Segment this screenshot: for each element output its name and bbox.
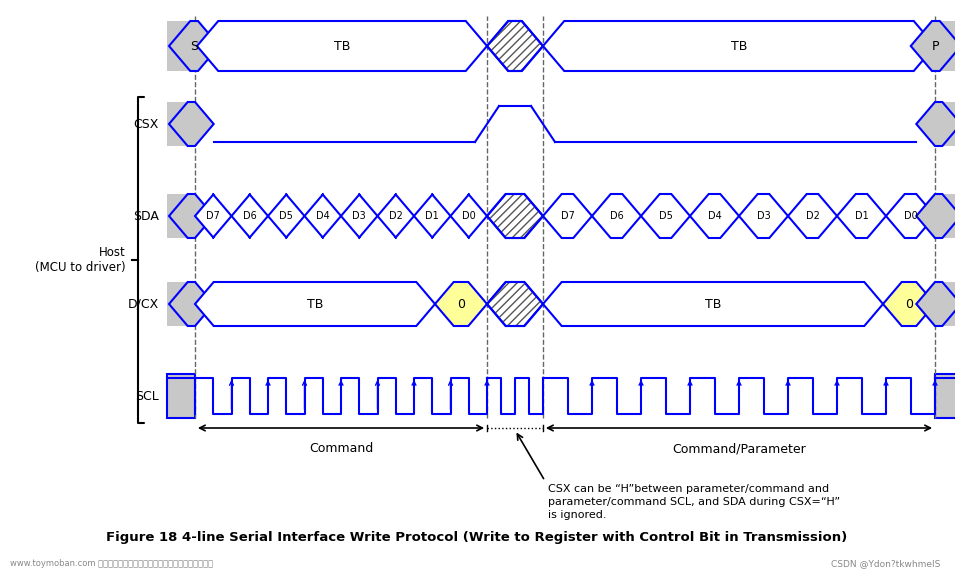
Bar <box>167 374 195 418</box>
Text: SCL: SCL <box>136 389 159 403</box>
Polygon shape <box>592 194 641 238</box>
Polygon shape <box>305 194 341 238</box>
Text: D4: D4 <box>316 211 329 221</box>
Polygon shape <box>916 102 955 146</box>
Text: D2: D2 <box>389 211 403 221</box>
Polygon shape <box>341 194 377 238</box>
Text: SDA: SDA <box>133 210 159 222</box>
Polygon shape <box>169 194 214 238</box>
Text: TB: TB <box>731 40 747 52</box>
Text: Host
(MCU to driver): Host (MCU to driver) <box>35 246 126 274</box>
Polygon shape <box>195 194 231 238</box>
Polygon shape <box>169 21 220 71</box>
Text: D7: D7 <box>561 211 575 221</box>
Polygon shape <box>543 21 935 71</box>
Polygon shape <box>916 282 955 326</box>
Bar <box>167 21 195 71</box>
Polygon shape <box>377 194 414 238</box>
Text: CSX can be “H”between parameter/command and: CSX can be “H”between parameter/command … <box>548 484 829 494</box>
Text: D6: D6 <box>609 211 624 221</box>
Polygon shape <box>195 282 435 326</box>
Polygon shape <box>169 282 214 326</box>
Polygon shape <box>886 194 935 238</box>
Text: CSDN @Ydon?tkwhmelS: CSDN @Ydon?tkwhmelS <box>831 559 940 569</box>
Text: D5: D5 <box>279 211 293 221</box>
Text: D1: D1 <box>855 211 868 221</box>
Text: Figure 18 4-line Serial Interface Write Protocol (Write to Register with Control: Figure 18 4-line Serial Interface Write … <box>106 532 848 544</box>
Polygon shape <box>690 194 739 238</box>
Text: Command/Parameter: Command/Parameter <box>672 442 806 455</box>
Text: TB: TB <box>705 297 721 310</box>
Text: D/CX: D/CX <box>128 297 159 310</box>
Bar <box>167 282 195 326</box>
Polygon shape <box>268 194 305 238</box>
Text: D2: D2 <box>806 211 819 221</box>
Polygon shape <box>197 21 487 71</box>
Polygon shape <box>487 21 543 71</box>
Bar <box>935 374 955 418</box>
Text: D1: D1 <box>425 211 439 221</box>
Polygon shape <box>543 194 592 238</box>
Bar <box>935 194 955 238</box>
Polygon shape <box>739 194 788 238</box>
Text: P: P <box>932 40 940 52</box>
Text: TB: TB <box>307 297 323 310</box>
Polygon shape <box>883 282 935 326</box>
Text: TB: TB <box>334 40 350 52</box>
Text: 0: 0 <box>905 297 913 310</box>
Text: D0: D0 <box>462 211 476 221</box>
Bar <box>167 194 195 238</box>
Text: D0: D0 <box>903 211 918 221</box>
Text: Command: Command <box>308 442 373 455</box>
Text: D6: D6 <box>243 211 257 221</box>
Bar <box>167 102 195 146</box>
Bar <box>167 374 195 418</box>
Bar <box>935 21 955 71</box>
Polygon shape <box>169 102 214 146</box>
Bar <box>935 374 955 418</box>
Bar <box>935 102 955 146</box>
Polygon shape <box>451 194 487 238</box>
Text: S: S <box>190 40 198 52</box>
Polygon shape <box>911 21 955 71</box>
Polygon shape <box>837 194 886 238</box>
Polygon shape <box>916 194 955 238</box>
Text: D3: D3 <box>352 211 366 221</box>
Polygon shape <box>788 194 837 238</box>
Text: parameter/command SCL, and SDA during CSX=“H”: parameter/command SCL, and SDA during CS… <box>548 497 840 507</box>
Text: D3: D3 <box>756 211 771 221</box>
Polygon shape <box>641 194 690 238</box>
Polygon shape <box>543 282 883 326</box>
Text: D5: D5 <box>659 211 672 221</box>
Polygon shape <box>487 282 543 326</box>
Text: CSX: CSX <box>134 118 159 131</box>
Bar <box>935 282 955 326</box>
Polygon shape <box>231 194 268 238</box>
Text: 0: 0 <box>457 297 465 310</box>
Text: D7: D7 <box>206 211 221 221</box>
Text: www.toymoban.com 网络图片仅供展示，非存储，如有侵权请联系删除。: www.toymoban.com 网络图片仅供展示，非存储，如有侵权请联系删除。 <box>10 559 213 569</box>
Polygon shape <box>487 194 543 238</box>
Text: D4: D4 <box>708 211 721 221</box>
Polygon shape <box>414 194 451 238</box>
Text: is ignored.: is ignored. <box>548 510 606 520</box>
Polygon shape <box>435 282 487 326</box>
